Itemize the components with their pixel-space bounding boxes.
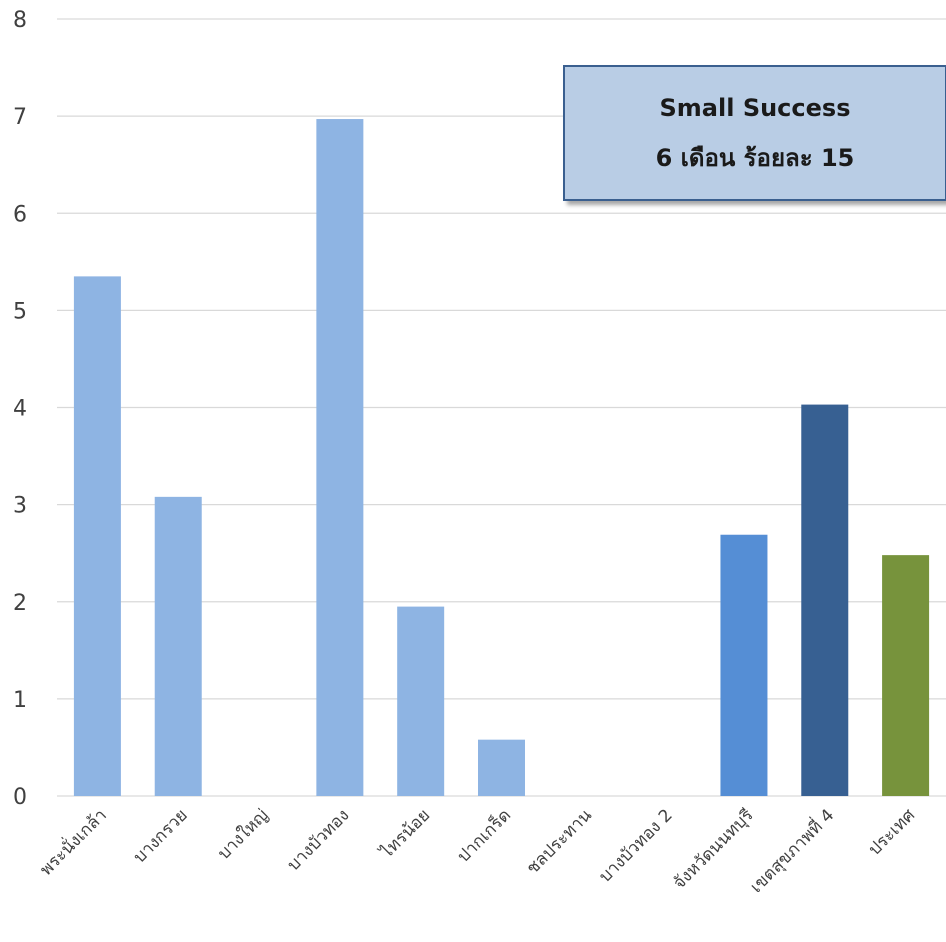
x-tick-label: พระนั่งเกล้า — [34, 803, 111, 880]
y-tick-label: 4 — [13, 397, 27, 422]
x-tick-label: บางกรวย — [130, 805, 192, 867]
small-success-annotation: Small Success 6 เดือน ร้อยละ 15 — [563, 65, 946, 201]
y-tick-label: 6 — [13, 202, 27, 227]
bar — [478, 739, 525, 796]
y-tick-label: 3 — [13, 494, 27, 519]
bar — [316, 119, 364, 796]
annotation-line-1: Small Success — [659, 94, 851, 122]
x-tick-label: เขตสุขภาพที่ 4 — [744, 803, 838, 897]
x-tick-label: ไทรน้อย — [375, 805, 434, 864]
x-tick-label: ปากเกร็ด — [452, 804, 515, 867]
y-tick-label: 5 — [13, 299, 27, 324]
bar — [720, 534, 768, 796]
y-tick-label: 1 — [13, 688, 27, 713]
bar — [154, 496, 202, 796]
bar — [397, 606, 445, 796]
x-tick-label: จังหวัดนนทบุรี — [669, 805, 757, 893]
bar — [73, 276, 121, 797]
x-tick-label: บางบัวทอง — [284, 805, 354, 875]
y-tick-label: 8 — [13, 8, 27, 33]
bar — [882, 555, 930, 796]
x-tick-label: ประเทศ — [865, 805, 919, 859]
y-tick-label: 0 — [13, 785, 27, 810]
bars — [73, 119, 930, 797]
bar — [801, 404, 849, 796]
x-tick-label: บางใหญ่ — [213, 805, 272, 864]
y-tick-label: 2 — [13, 591, 27, 616]
annotation-line-2: 6 เดือน ร้อยละ 15 — [655, 144, 855, 172]
y-axis-tick-labels: 0 1 2 3 4 5 6 7 8 — [13, 8, 27, 810]
gridlines — [57, 18, 946, 797]
x-tick-label: บางบัวทอง 2 — [595, 805, 676, 886]
x-tick-label: ชลประทาน — [523, 805, 596, 878]
x-axis-tick-labels: พระนั่งเกล้า บางกรวย บางใหญ่ บางบัวทอง ไทรน้… — [34, 803, 919, 897]
y-tick-label: 7 — [13, 105, 27, 130]
